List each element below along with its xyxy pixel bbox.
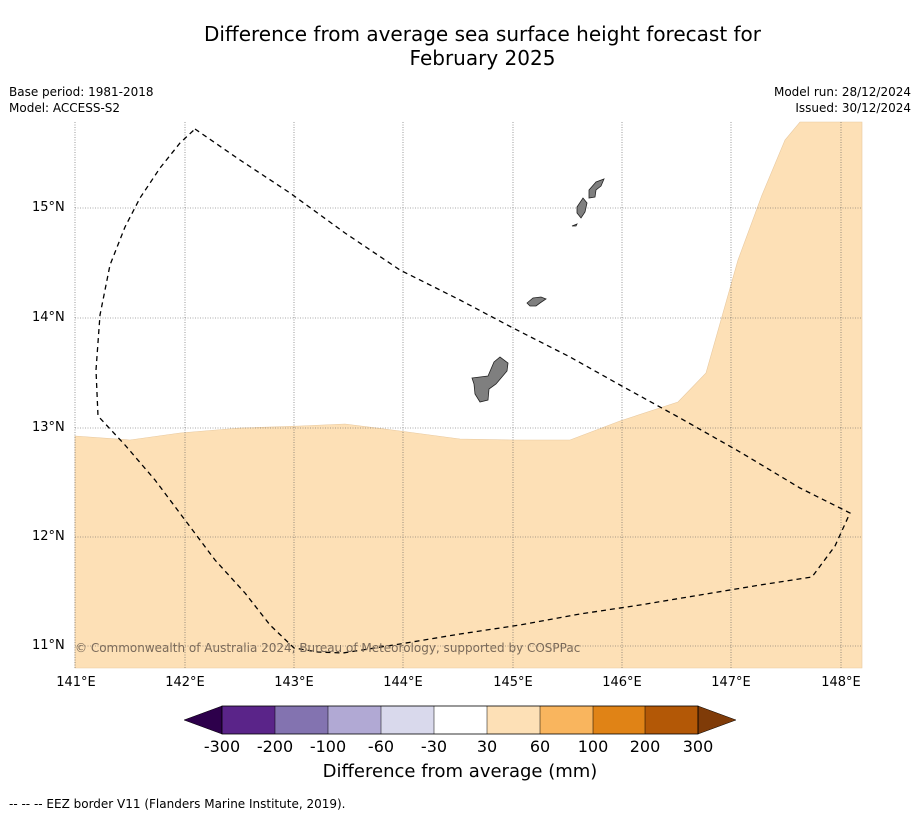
colorbar — [183, 705, 737, 735]
eez-legend-note: -- -- -- EEZ border V11 (Flanders Marine… — [9, 797, 346, 811]
anomaly-field-region — [74, 121, 863, 669]
north-islet — [588, 178, 605, 199]
model-name: Model: ACCESS-S2 — [9, 101, 121, 115]
rota-island — [526, 296, 547, 307]
model-run: Model run: 28/12/2024 — [773, 85, 911, 99]
lon-label-147e: 147°E — [711, 675, 751, 690]
colorbar-tick-neg200: -200 — [256, 737, 294, 756]
saipan-island — [576, 197, 588, 219]
lon-label-141e: 141°E — [56, 675, 96, 690]
colorbar-tick-200: 200 — [629, 737, 661, 756]
colorbar-extend-low — [183, 705, 223, 735]
colorbar-bin-3 — [328, 706, 381, 734]
lat-label-11n: 11°N — [32, 638, 65, 653]
title-line-1: Difference from average sea surface heig… — [203, 22, 762, 46]
lat-label-13n: 13°N — [32, 420, 65, 435]
colorbar-bin-4 — [381, 706, 434, 734]
lat-label-12n: 12°N — [32, 529, 65, 544]
colorbar-tick-30: 30 — [476, 737, 498, 756]
colorbar-bin-6 — [487, 706, 540, 734]
colorbar-tick-300: 300 — [682, 737, 714, 756]
colorbar-tick-neg60: -60 — [367, 737, 395, 756]
title-line-2: February 2025 — [409, 46, 556, 70]
colorbar-extend-high — [697, 705, 737, 735]
eez-border — [95, 128, 851, 654]
lon-label-143e: 143°E — [274, 675, 314, 690]
lat-label-14n: 14°N — [32, 310, 65, 325]
tinian-island — [571, 223, 578, 227]
map-title: Difference from average sea surface heig… — [0, 22, 919, 70]
meta-right: Model run: 28/12/2024 Issued: 30/12/2024 — [774, 84, 911, 116]
colorbar-tick-100: 100 — [577, 737, 609, 756]
lon-label-146e: 146°E — [602, 675, 642, 690]
lon-label-144e: 144°E — [383, 675, 423, 690]
meta-left: Base period: 1981-2018 Model: ACCESS-S2 — [9, 84, 154, 116]
colorbar-bin-8 — [593, 706, 645, 734]
lon-label-142e: 142°E — [165, 675, 205, 690]
colorbar-outline — [221, 705, 699, 735]
colorbar-tick-60: 60 — [529, 737, 551, 756]
guam-island — [471, 356, 509, 403]
colorbar-bin-7 — [540, 706, 593, 734]
lat-label-15n: 15°N — [32, 200, 65, 215]
colorbar-bin-2 — [275, 706, 328, 734]
land-masses — [471, 178, 605, 403]
base-period: Base period: 1981-2018 — [9, 85, 154, 99]
graticule — [74, 122, 862, 668]
colorbar-tick-neg100: -100 — [309, 737, 347, 756]
lon-label-145e: 145°E — [493, 675, 533, 690]
issued-date: Issued: 30/12/2024 — [795, 101, 911, 115]
colorbar-tick-neg30: -30 — [420, 737, 448, 756]
colorbar-bin-5 — [434, 706, 487, 734]
colorbar-tick-neg300: -300 — [203, 737, 241, 756]
colorbar-bin-9 — [645, 706, 698, 734]
copyright-notice: © Commonwealth of Australia 2024, Bureau… — [75, 641, 581, 655]
lon-label-148e: 148°E — [821, 675, 861, 690]
colorbar-title: Difference from average (mm) — [322, 761, 598, 782]
colorbar-bin-1 — [222, 706, 275, 734]
